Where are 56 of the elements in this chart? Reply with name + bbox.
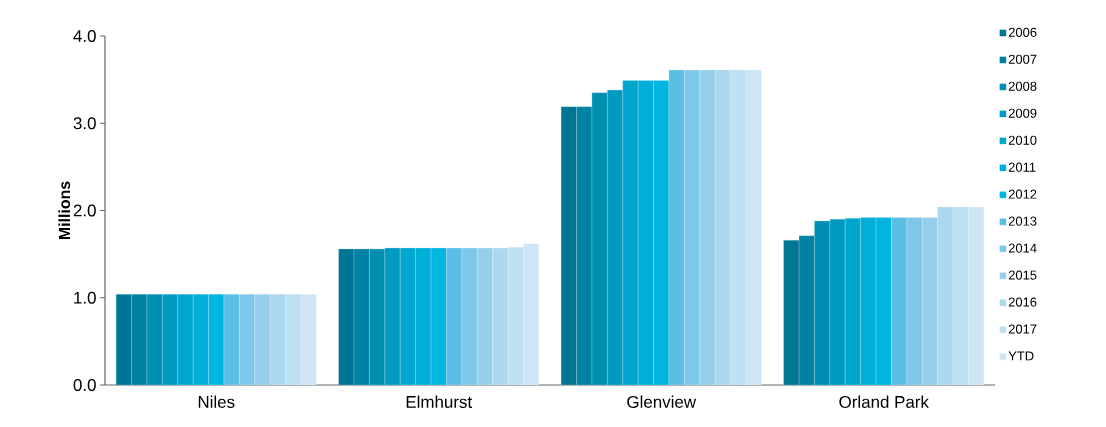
bar bbox=[369, 248, 385, 385]
legend-label: 2006 bbox=[1008, 27, 1037, 37]
legend-label: 2009 bbox=[1008, 108, 1037, 118]
bar bbox=[952, 206, 969, 385]
legend-label: 2016 bbox=[1008, 297, 1037, 307]
y-tick-label: 0.0 bbox=[73, 379, 96, 391]
x-tick-label: Orland Park bbox=[839, 395, 929, 408]
bar bbox=[922, 217, 938, 385]
bar bbox=[461, 247, 478, 385]
legend-label: 2010 bbox=[1008, 135, 1037, 145]
bar bbox=[591, 92, 608, 385]
bar bbox=[477, 247, 493, 385]
bar bbox=[254, 294, 271, 385]
x-tick-label: Glenview bbox=[627, 395, 697, 408]
bar bbox=[607, 89, 623, 385]
x-tick-label: Elmhurst bbox=[406, 395, 473, 408]
y-tick-label: 2.0 bbox=[73, 204, 96, 217]
bar bbox=[798, 235, 815, 385]
y-tick-label: 3.0 bbox=[73, 117, 96, 130]
legend-label: 2008 bbox=[1008, 81, 1037, 91]
bar bbox=[891, 217, 908, 385]
bar bbox=[829, 219, 846, 385]
bar bbox=[968, 206, 985, 385]
bar bbox=[684, 69, 700, 385]
bar bbox=[937, 206, 954, 385]
legend-label: 2012 bbox=[1008, 189, 1037, 199]
bar bbox=[507, 246, 524, 385]
bar bbox=[430, 247, 447, 385]
bar bbox=[814, 220, 830, 385]
bar bbox=[906, 217, 923, 385]
bar bbox=[699, 69, 716, 385]
bar bbox=[730, 69, 747, 385]
legend-label: 2007 bbox=[1008, 54, 1037, 64]
bar bbox=[875, 217, 892, 385]
legend-label: YTD bbox=[1008, 351, 1034, 361]
y-axis-title: Millions bbox=[58, 181, 71, 240]
bar bbox=[668, 69, 685, 385]
bar bbox=[783, 240, 800, 385]
bar bbox=[523, 243, 540, 385]
bar bbox=[338, 248, 355, 385]
legend-label: 2013 bbox=[1008, 216, 1037, 226]
bar bbox=[715, 69, 731, 385]
x-tick-label: Niles bbox=[198, 395, 235, 408]
legend-label: 2011 bbox=[1008, 162, 1036, 172]
bar bbox=[745, 69, 762, 385]
bar bbox=[384, 247, 401, 385]
bar bbox=[492, 247, 509, 385]
bar bbox=[560, 106, 577, 385]
bar bbox=[576, 106, 593, 385]
bar bbox=[446, 247, 463, 385]
bar bbox=[353, 248, 370, 385]
legend-label: 2015 bbox=[1008, 270, 1037, 280]
legend-label: 2017 bbox=[1008, 324, 1037, 334]
y-tick-label: 4.0 bbox=[73, 30, 96, 42]
y-tick-label: 1.0 bbox=[74, 291, 96, 304]
legend-label: 2014 bbox=[1008, 243, 1037, 253]
